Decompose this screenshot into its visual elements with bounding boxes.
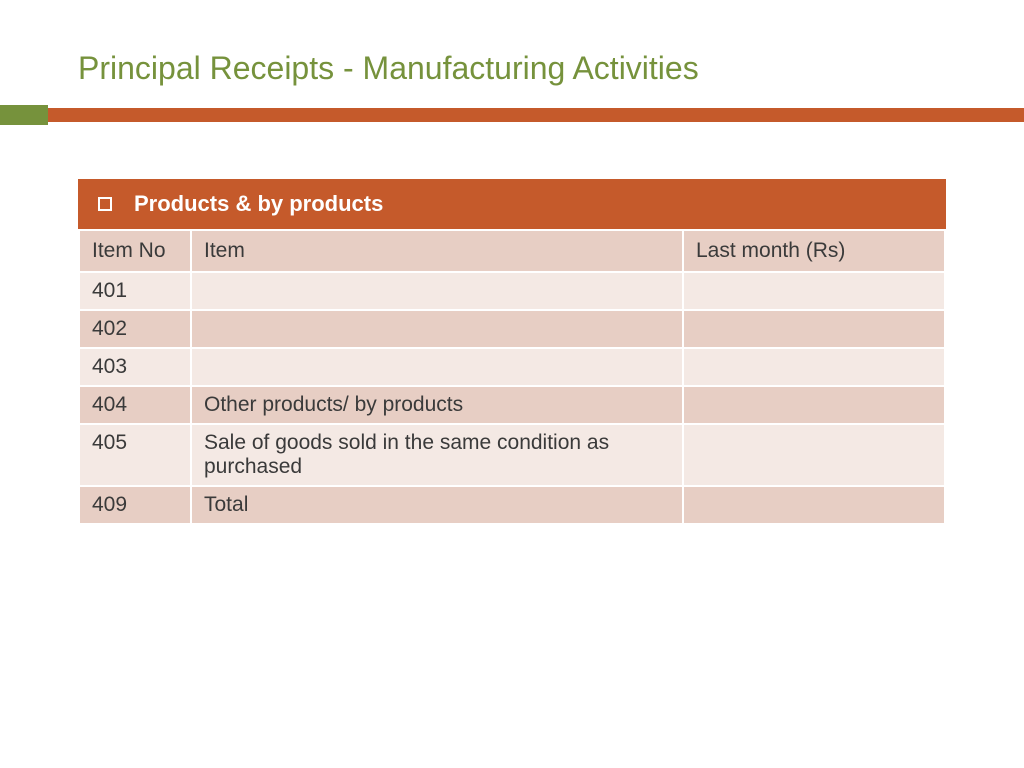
cell-itemno: 401	[80, 273, 190, 309]
cell-item	[192, 311, 682, 347]
table-row: 401	[80, 273, 944, 309]
cell-last	[684, 273, 944, 309]
divider-olive-block	[0, 105, 48, 125]
col-header-itemno: Item No	[80, 231, 190, 271]
table-row: 403	[80, 349, 944, 385]
page-title: Principal Receipts - Manufacturing Activ…	[0, 50, 1024, 87]
cell-itemno: 405	[80, 425, 190, 485]
cell-last	[684, 349, 944, 385]
cell-last	[684, 387, 944, 423]
cell-item	[192, 273, 682, 309]
section-header: Products & by products	[78, 179, 946, 229]
cell-last	[684, 311, 944, 347]
cell-last	[684, 487, 944, 523]
bullet-square-icon	[98, 197, 112, 211]
slide-container: Principal Receipts - Manufacturing Activ…	[0, 0, 1024, 768]
col-header-last: Last month (Rs)	[684, 231, 944, 271]
divider-orange-bar	[48, 108, 1024, 122]
cell-itemno: 403	[80, 349, 190, 385]
table-row: 405Sale of goods sold in the same condit…	[80, 425, 944, 485]
cell-item: Sale of goods sold in the same condition…	[192, 425, 682, 485]
cell-item: Total	[192, 487, 682, 523]
section-header-text: Products & by products	[134, 191, 383, 217]
col-header-item: Item	[192, 231, 682, 271]
cell-itemno: 402	[80, 311, 190, 347]
table-container: Products & by products Item No Item Last…	[0, 179, 1024, 525]
cell-item: Other products/ by products	[192, 387, 682, 423]
products-table: Item No Item Last month (Rs) 40140240340…	[78, 229, 946, 525]
table-header-row: Item No Item Last month (Rs)	[80, 231, 944, 271]
table-row: 409Total	[80, 487, 944, 523]
table-row: 402	[80, 311, 944, 347]
cell-last	[684, 425, 944, 485]
divider	[0, 105, 1024, 125]
cell-itemno: 409	[80, 487, 190, 523]
table-row: 404Other products/ by products	[80, 387, 944, 423]
cell-itemno: 404	[80, 387, 190, 423]
cell-item	[192, 349, 682, 385]
